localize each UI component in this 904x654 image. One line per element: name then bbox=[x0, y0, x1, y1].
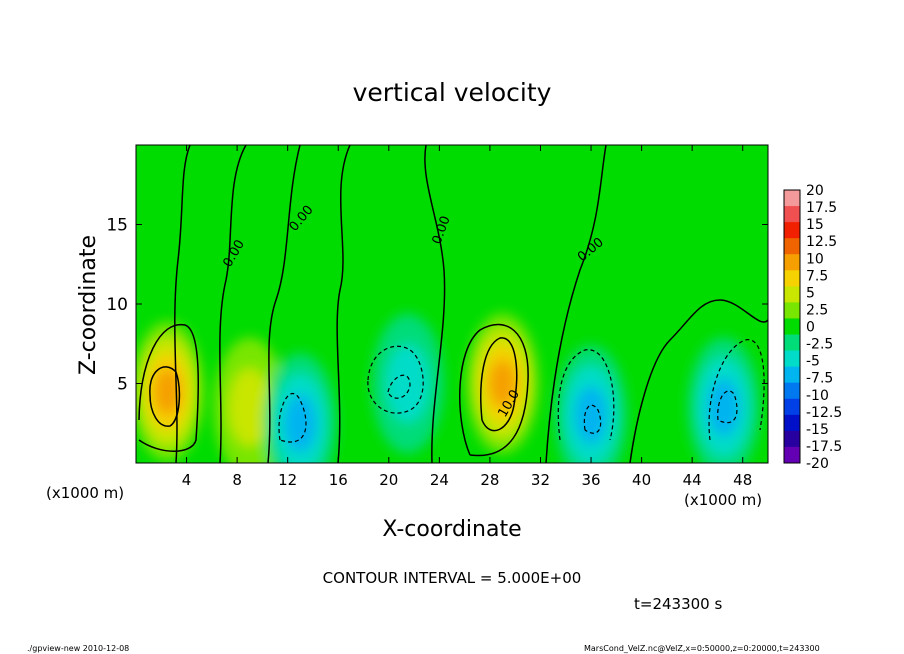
colorbar-swatch bbox=[784, 302, 800, 319]
contour-line bbox=[717, 390, 738, 424]
y-tick-label: 5 bbox=[117, 375, 128, 395]
x-tick-label: 4 bbox=[182, 471, 192, 489]
colorbar-label: 7.5 bbox=[806, 268, 828, 284]
x-tick-label: 40 bbox=[632, 471, 651, 489]
x-tick-label: 8 bbox=[232, 471, 242, 489]
colorbar-label: -10 bbox=[806, 388, 829, 404]
colorbar-swatch bbox=[784, 414, 800, 432]
colorbar-swatch bbox=[784, 270, 800, 287]
velocity-cell bbox=[284, 394, 317, 452]
colorbar-label: 20 bbox=[806, 183, 824, 199]
x-tick-label: 24 bbox=[430, 471, 449, 489]
contour-line bbox=[149, 366, 181, 427]
colorbar-swatch bbox=[784, 398, 800, 416]
colorbar-label: -2.5 bbox=[806, 337, 833, 353]
colorbar-label: 10 bbox=[806, 251, 824, 267]
contour-line bbox=[336, 145, 351, 463]
x-axis: 4 8 12 16 20 24 28 32 36 40 44 48 bbox=[182, 145, 752, 489]
colorbar-label: -20 bbox=[806, 456, 829, 472]
contour-line bbox=[267, 145, 301, 463]
colorbar-label: 15 bbox=[806, 217, 824, 233]
contour-line bbox=[708, 339, 765, 441]
colorbar-label: 0 bbox=[806, 320, 815, 336]
time-label: t=243300 s bbox=[634, 595, 722, 613]
x-unit-left: (x1000 m) bbox=[46, 484, 124, 502]
colorbar-label: -5 bbox=[806, 354, 820, 370]
contour-line bbox=[219, 145, 247, 463]
contour-line bbox=[424, 145, 446, 463]
colorbar-label: 12.5 bbox=[806, 234, 837, 250]
y-tick-label: 10 bbox=[106, 295, 128, 315]
colorbar-swatch bbox=[784, 430, 800, 448]
velocity-cell bbox=[575, 386, 608, 444]
colorbar-label: -7.5 bbox=[806, 371, 833, 387]
colorbar-label: 2.5 bbox=[806, 302, 828, 318]
x-axis-label: X-coordinate bbox=[382, 517, 521, 542]
footer-right: MarsCond_VelZ.nc@VelZ,x=0:50000,z=0:2000… bbox=[584, 644, 820, 653]
colorbar-swatch bbox=[784, 446, 800, 464]
x-tick-label: 16 bbox=[329, 471, 348, 489]
colorbar-swatch bbox=[784, 334, 800, 352]
contour-line bbox=[459, 323, 529, 457]
contour-line bbox=[557, 349, 615, 441]
x-tick-label: 20 bbox=[379, 471, 398, 489]
contour-line bbox=[545, 145, 607, 463]
velocity-cell bbox=[707, 378, 740, 437]
colorbar-swatch bbox=[784, 206, 800, 223]
contour-line bbox=[387, 374, 411, 399]
colorbar-swatch bbox=[784, 366, 800, 384]
colorbar-swatch bbox=[784, 254, 800, 271]
colorbar-swatch bbox=[784, 190, 800, 207]
colorbar-frame bbox=[783, 189, 801, 464]
contour-line bbox=[367, 345, 424, 414]
y-axis: 5 10 15 bbox=[106, 216, 768, 395]
velocity-field bbox=[136, 313, 760, 463]
colorbar-swatch bbox=[784, 238, 800, 255]
x-tick-label: 48 bbox=[733, 471, 752, 489]
colorbar-label: -15 bbox=[806, 422, 829, 438]
x-tick-label: 44 bbox=[683, 471, 702, 489]
colorbar-swatch bbox=[784, 318, 800, 336]
contour-line bbox=[138, 323, 200, 452]
contour-line bbox=[583, 404, 602, 434]
colorbar-label: -17.5 bbox=[806, 439, 842, 455]
velocity-cell bbox=[228, 368, 271, 447]
colorbar-label: 5 bbox=[806, 285, 815, 301]
x-tick-label: 32 bbox=[531, 471, 550, 489]
x-tick-label: 28 bbox=[480, 471, 499, 489]
colorbar-swatch bbox=[784, 382, 800, 400]
colorbar-label: 17.5 bbox=[806, 200, 837, 216]
velocity-cell bbox=[489, 360, 517, 407]
x-unit-right: (x1000 m) bbox=[684, 491, 762, 509]
contour-line bbox=[174, 145, 191, 463]
contour-line bbox=[480, 337, 518, 432]
colorbar-swatch bbox=[784, 222, 800, 239]
contour-interval-text: CONTOUR INTERVAL = 5.000E+00 bbox=[323, 569, 582, 587]
velocity-cell bbox=[154, 367, 182, 415]
y-tick-label: 15 bbox=[106, 216, 128, 236]
x-tick-label: 36 bbox=[581, 471, 600, 489]
colorbar-label: -12.5 bbox=[806, 405, 842, 421]
colorbar-swatch bbox=[784, 350, 800, 368]
footer-left: ./gpview-new 2010-12-08 bbox=[27, 644, 129, 653]
contour-line bbox=[629, 299, 768, 463]
colorbar-swatch bbox=[784, 286, 800, 303]
x-tick-label: 12 bbox=[278, 471, 297, 489]
chart-title: vertical velocity bbox=[353, 78, 552, 107]
y-axis-label: Z-coordinate bbox=[76, 235, 101, 375]
